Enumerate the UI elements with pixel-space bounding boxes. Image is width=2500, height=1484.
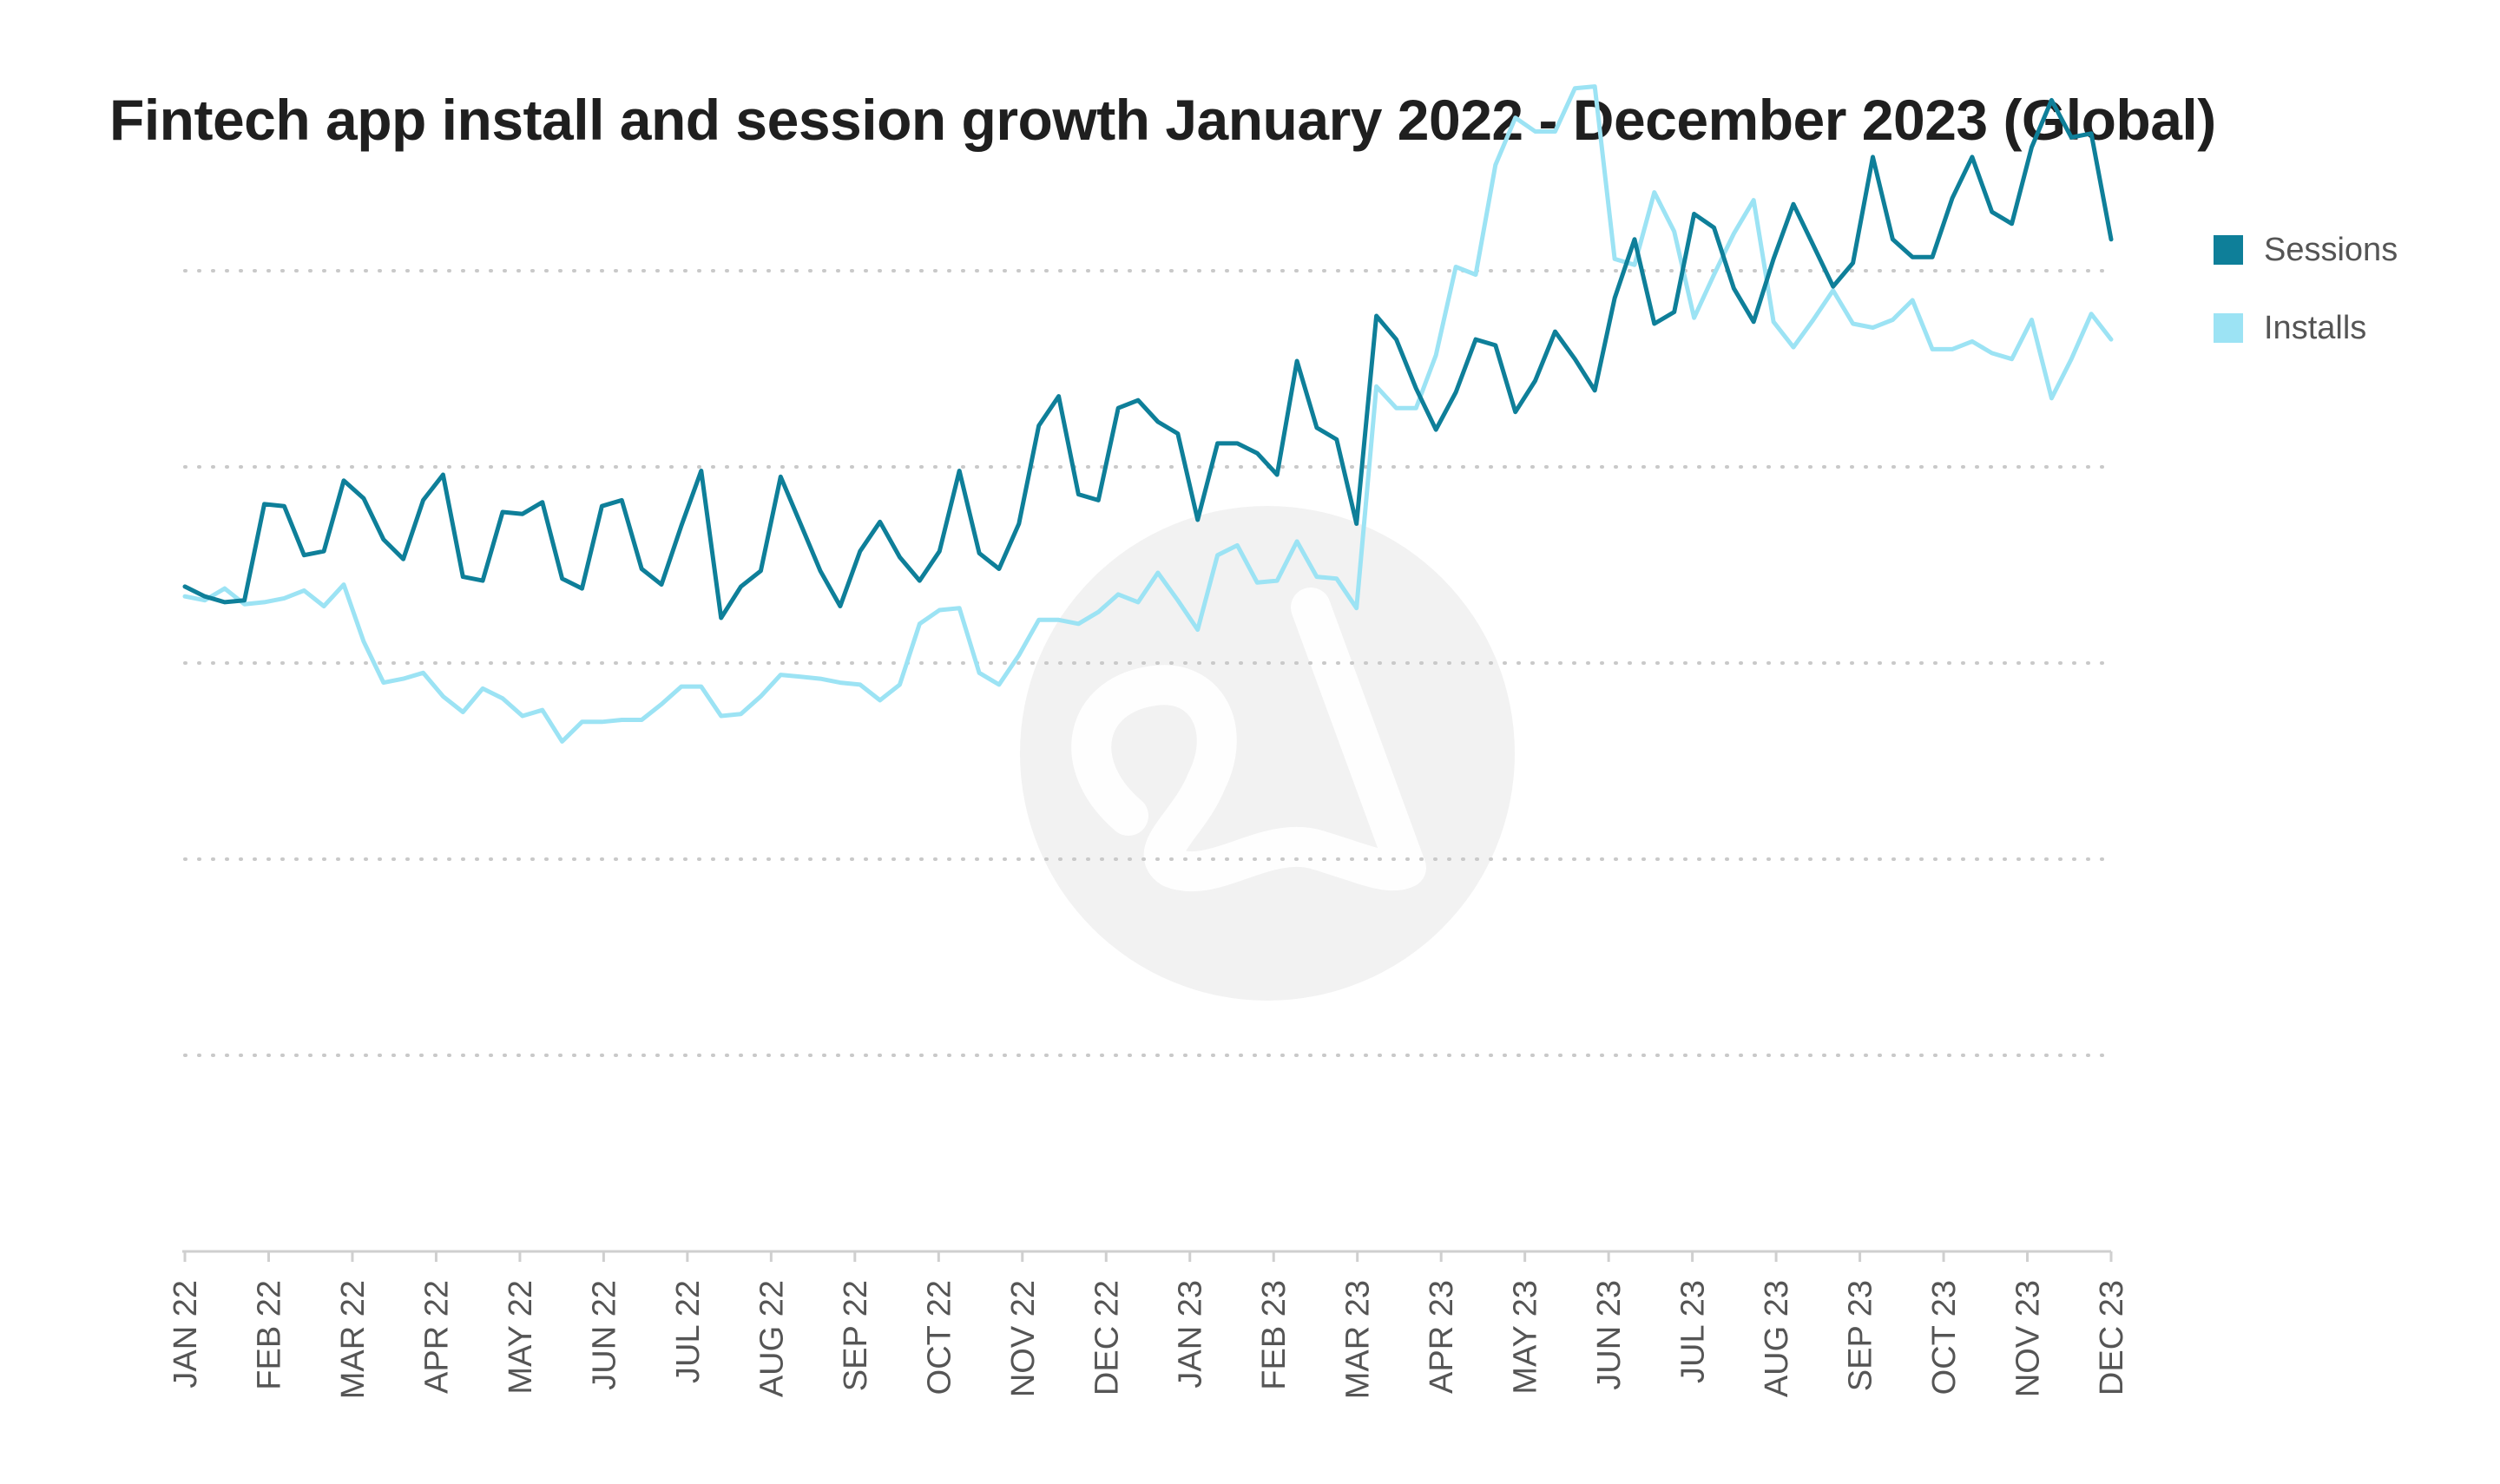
x-tick-label: SEP 22 — [838, 1280, 874, 1391]
series-line-sessions[interactable] — [182, 97, 2114, 621]
x-tick-label: JAN 22 — [168, 1280, 204, 1389]
x-tick-label: NOV 22 — [1005, 1280, 1042, 1397]
x-tick-label: MAR 22 — [335, 1280, 372, 1399]
watermark-logo — [1020, 506, 1515, 1001]
x-tick-label: DEC 22 — [1089, 1280, 1125, 1395]
x-tick-label: MAY 23 — [1508, 1280, 1544, 1395]
series-layer — [182, 84, 2114, 744]
x-tick-label: MAR 23 — [1340, 1280, 1377, 1399]
x-tick-label: DEC 23 — [2094, 1280, 2130, 1395]
x-axis-tick-labels: JAN 22 FEB 22 MAR 22 APR 22 MAY 22 JUN 22 JUL … — [168, 1280, 2130, 1399]
watermark-glyph — [1071, 588, 1426, 892]
legend-item-installs[interactable]: Installs — [2214, 309, 2398, 346]
x-tick-label: SEP 23 — [1843, 1280, 1879, 1391]
x-tick-label: MAY 22 — [503, 1280, 539, 1395]
x-tick-label: JUL 22 — [670, 1280, 707, 1383]
installs-swatch — [2214, 313, 2243, 343]
x-tick-label: APR 22 — [418, 1280, 455, 1394]
x-tick-label: NOV 23 — [2010, 1280, 2047, 1397]
chart-title: Fintech app install and session growth J… — [109, 88, 2216, 152]
sessions-legend-label: Sessions — [2264, 231, 2398, 268]
x-tick-label: FEB 22 — [251, 1280, 287, 1390]
x-tick-label: JUN 23 — [1591, 1280, 1628, 1390]
x-tick-label: OCT 22 — [921, 1280, 957, 1395]
legend: Sessions Installs — [2214, 231, 2398, 391]
x-tick-label: AUG 23 — [1759, 1280, 1795, 1397]
x-axis-ticks — [183, 1251, 2113, 1262]
legend-item-sessions[interactable]: Sessions — [2214, 231, 2398, 268]
x-tick-label: JUL 23 — [1675, 1280, 1712, 1383]
x-tick-label: OCT 23 — [1926, 1280, 1963, 1395]
x-tick-label: JAN 23 — [1173, 1280, 1209, 1389]
x-tick-label: JUN 22 — [586, 1280, 622, 1390]
x-tick-label: FEB 23 — [1256, 1280, 1293, 1390]
installs-legend-label: Installs — [2264, 309, 2367, 346]
sessions-swatch — [2214, 235, 2243, 265]
x-tick-label: APR 23 — [1424, 1280, 1460, 1394]
x-tick-label: AUG 22 — [753, 1280, 790, 1397]
gridlines — [183, 269, 2113, 1057]
series-line-installs[interactable] — [182, 84, 2114, 744]
